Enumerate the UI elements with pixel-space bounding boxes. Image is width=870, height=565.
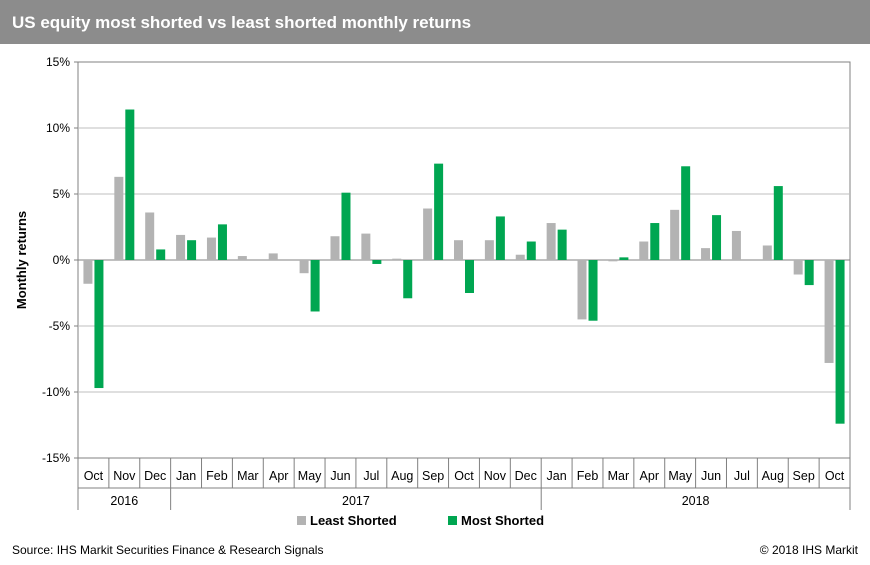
bar-least-shorted: [237, 256, 247, 260]
x-tick-label: Jul: [734, 469, 750, 483]
y-tick-label: 10%: [46, 121, 70, 135]
x-tick-label: Jul: [363, 469, 379, 483]
x-tick-label: Jan: [176, 469, 196, 483]
bar-least-shorted: [762, 245, 772, 260]
legend-least-shorted-label: Least Shorted: [310, 513, 397, 528]
bar-least-shorted: [206, 237, 216, 260]
bar-least-shorted: [577, 260, 587, 320]
bar-most-shorted: [650, 223, 660, 260]
x-tick-label: Sep: [422, 469, 444, 483]
x-tick-label: May: [298, 469, 322, 483]
x-tick-label: May: [668, 469, 692, 483]
y-tick-label: -5%: [49, 319, 71, 333]
bar-most-shorted: [773, 186, 783, 260]
bar-most-shorted: [94, 260, 104, 389]
bar-most-shorted: [835, 260, 845, 424]
bar-most-shorted: [681, 166, 691, 260]
bar-least-shorted: [824, 260, 834, 363]
x-tick-label: Feb: [577, 469, 599, 483]
x-tick-label: Mar: [237, 469, 259, 483]
x-tick-label: Apr: [269, 469, 288, 483]
x-tick-label: Oct: [825, 469, 845, 483]
bar-most-shorted: [125, 109, 135, 261]
bar-most-shorted: [403, 260, 413, 299]
legend-least-shorted-swatch: [297, 516, 306, 525]
x-tick-label: Nov: [113, 469, 136, 483]
x-tick-label: Oct: [84, 469, 104, 483]
bar-most-shorted: [310, 260, 320, 312]
x-tick-label: Jun: [701, 469, 721, 483]
y-tick-label: -10%: [42, 385, 70, 399]
bar-least-shorted: [299, 260, 309, 274]
x-tick-label: Dec: [144, 469, 166, 483]
bar-least-shorted: [361, 233, 371, 260]
bar-most-shorted: [156, 249, 166, 260]
y-tick-label: -15%: [42, 451, 70, 465]
bar-most-shorted: [341, 192, 351, 260]
bar-most-shorted: [557, 229, 567, 260]
bar-least-shorted: [145, 212, 155, 260]
bar-most-shorted: [712, 215, 722, 260]
x-tick-label: Aug: [762, 469, 784, 483]
x-tick-label: Aug: [391, 469, 413, 483]
bar-least-shorted: [484, 240, 494, 260]
bar-least-shorted: [176, 234, 186, 260]
year-label: 2016: [110, 494, 138, 508]
bar-least-shorted: [701, 248, 711, 260]
bar-least-shorted: [114, 176, 124, 260]
bar-least-shorted: [392, 258, 402, 260]
year-label: 2017: [342, 494, 370, 508]
y-tick-label: 15%: [46, 55, 70, 69]
bar-least-shorted: [670, 209, 680, 260]
bar-most-shorted: [588, 260, 598, 321]
bar-least-shorted: [330, 236, 340, 260]
x-tick-label: Dec: [515, 469, 537, 483]
copyright-note: © 2018 IHS Markit: [759, 543, 858, 557]
y-axis-label: Monthly returns: [14, 211, 29, 309]
x-tick-label: Mar: [608, 469, 630, 483]
bar-least-shorted: [83, 260, 93, 284]
x-tick-label: Feb: [206, 469, 228, 483]
x-tick-label: Apr: [640, 469, 659, 483]
x-tick-label: Jun: [330, 469, 350, 483]
bar-least-shorted: [515, 254, 525, 260]
bar-least-shorted: [423, 208, 433, 260]
bar-most-shorted: [619, 257, 629, 260]
bar-least-shorted: [793, 260, 803, 275]
x-tick-label: Sep: [793, 469, 815, 483]
x-tick-label: Nov: [484, 469, 507, 483]
bar-most-shorted: [372, 260, 382, 264]
chart-title: US equity most shorted vs least shorted …: [12, 13, 472, 32]
bar-least-shorted: [268, 253, 278, 260]
y-tick-label: 0%: [53, 253, 71, 267]
bar-most-shorted: [434, 163, 444, 260]
bar-most-shorted: [526, 241, 536, 260]
bar-most-shorted: [187, 240, 197, 260]
bar-most-shorted: [465, 260, 474, 293]
bar-least-shorted: [608, 260, 618, 262]
bar-most-shorted: [495, 216, 505, 260]
bar-least-shorted: [454, 240, 463, 260]
source-note: Source: IHS Markit Securities Finance & …: [12, 543, 324, 557]
y-tick-label: 5%: [53, 187, 71, 201]
legend-most-shorted-swatch: [448, 516, 457, 525]
x-tick-label: Oct: [454, 469, 474, 483]
bar-least-shorted: [639, 241, 649, 260]
year-label: 2018: [682, 494, 710, 508]
title-bar: US equity most shorted vs least shorted …: [0, 0, 870, 46]
bar-most-shorted: [217, 224, 227, 260]
bar-most-shorted: [804, 260, 814, 286]
x-tick-label: Jan: [547, 469, 567, 483]
bar-least-shorted: [546, 223, 556, 260]
legend-most-shorted-label: Most Shorted: [461, 513, 544, 528]
bar-least-shorted: [731, 230, 741, 260]
